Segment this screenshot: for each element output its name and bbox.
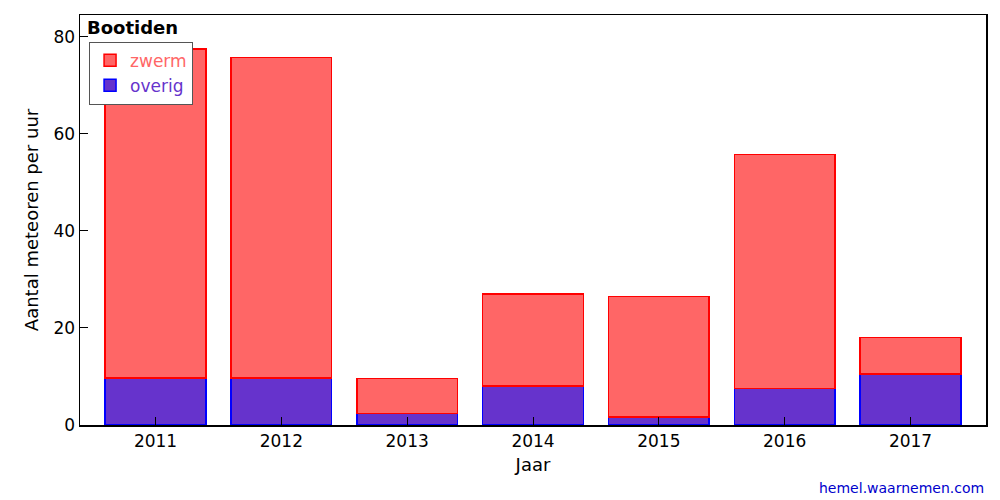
svg-text:2012: 2012: [260, 431, 303, 451]
svg-text:overig: overig: [130, 76, 183, 96]
svg-text:hemel.waarnemen.com: hemel.waarnemen.com: [819, 480, 984, 496]
svg-text:60: 60: [53, 124, 75, 144]
svg-text:Bootiden: Bootiden: [87, 17, 178, 38]
svg-text:2017: 2017: [889, 431, 932, 451]
svg-text:2016: 2016: [763, 431, 806, 451]
svg-text:80: 80: [53, 27, 75, 47]
svg-text:zwerm: zwerm: [130, 51, 187, 71]
svg-text:20: 20: [53, 318, 75, 338]
svg-text:0: 0: [64, 415, 75, 435]
svg-text:2013: 2013: [386, 431, 429, 451]
svg-text:40: 40: [53, 221, 75, 241]
svg-text:Jaar: Jaar: [515, 454, 551, 475]
svg-text:2014: 2014: [511, 431, 554, 451]
svg-text:2011: 2011: [134, 431, 177, 451]
svg-text:2015: 2015: [637, 431, 680, 451]
svg-text:Aantal meteoren per uur: Aantal meteoren per uur: [21, 108, 42, 331]
